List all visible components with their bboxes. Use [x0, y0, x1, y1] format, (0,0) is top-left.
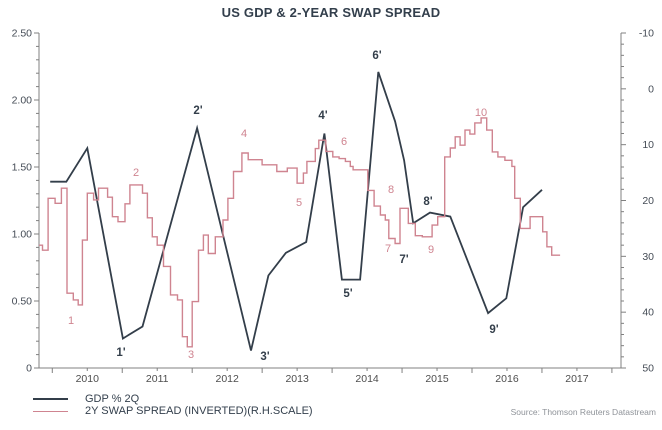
x-axis-year-label: 2016 — [495, 373, 519, 385]
gdp-annotation-9p: 9' — [489, 324, 498, 336]
legend: GDP % 2Q 2Y SWAP SPREAD (INVERTED)(R.H.S… — [33, 393, 313, 417]
right-axis-tick-label: 20 — [642, 195, 654, 207]
legend-item-swap: 2Y SWAP SPREAD (INVERTED)(R.H.SCALE) — [33, 405, 313, 417]
swap-annotation-4: 4 — [241, 128, 247, 140]
x-axis-year-label: 2010 — [76, 373, 100, 385]
left-axis-tick-label: 1.00 — [12, 229, 33, 241]
source-attribution: Source: Thomson Reuters Datastream — [510, 407, 656, 417]
chart-title: US GDP & 2-YEAR SWAP SPREAD — [221, 5, 441, 20]
left-axis-tick-label: 2.50 — [12, 28, 33, 40]
right-axis-tick-label: 40 — [642, 307, 654, 319]
gdp-annotation-1p: 1' — [116, 347, 125, 359]
swap-annotation-7: 7 — [385, 243, 391, 255]
swap-annotation-2: 2 — [133, 167, 139, 179]
legend-label-swap: 2Y SWAP SPREAD (INVERTED)(R.H.SCALE) — [85, 405, 313, 417]
x-axis-year-label: 2014 — [355, 373, 379, 385]
right-axis-tick-label: 0 — [648, 83, 654, 95]
left-axis-tick-label: 2.00 — [12, 95, 33, 107]
left-axis-tick-label: 0 — [26, 363, 32, 375]
gdp-annotation-5p: 5' — [343, 288, 352, 300]
left-axis-tick-label: 1.50 — [12, 162, 33, 174]
gdp-line-swatch — [33, 398, 68, 400]
swap-annotation-10: 10 — [475, 107, 487, 119]
swap-annotation-8: 8 — [388, 184, 394, 196]
swap-annotation-3: 3 — [188, 349, 194, 361]
x-axis-year-label: 2017 — [565, 373, 589, 385]
gdp-annotation-3p: 3' — [260, 351, 269, 363]
swap-annotation-1: 1 — [68, 315, 74, 327]
gdp-annotation-4p: 4' — [318, 110, 327, 122]
x-axis-year-label: 2012 — [215, 373, 239, 385]
swap-annotation-5: 5 — [296, 197, 302, 209]
right-axis-tick-label: 10 — [642, 139, 654, 151]
legend-item-gdp: GDP % 2Q — [33, 393, 313, 405]
gdp-annotation-2p: 2' — [193, 105, 202, 117]
legend-label-gdp: GDP % 2Q — [85, 393, 140, 405]
swap-annotation-6: 6 — [341, 136, 347, 148]
right-axis-tick-label: -10 — [639, 28, 654, 40]
gdp-line — [50, 71, 543, 351]
x-axis-year-label: 2013 — [285, 373, 309, 385]
swap-annotation-9: 9 — [428, 244, 434, 256]
swap-spread-line — [39, 117, 561, 348]
gdp-annotation-6p: 6' — [372, 50, 381, 62]
left-axis-tick-label: 0.50 — [12, 296, 33, 308]
x-axis-year-label: 2015 — [425, 373, 449, 385]
swap-line-swatch — [33, 410, 68, 412]
right-axis-tick-label: 50 — [642, 363, 654, 375]
right-axis-tick-label: 30 — [642, 251, 654, 263]
x-axis-year-label: 2011 — [146, 373, 169, 385]
gdp-annotation-8p: 8' — [423, 196, 432, 208]
gdp-annotation-7p: 7' — [399, 254, 408, 266]
